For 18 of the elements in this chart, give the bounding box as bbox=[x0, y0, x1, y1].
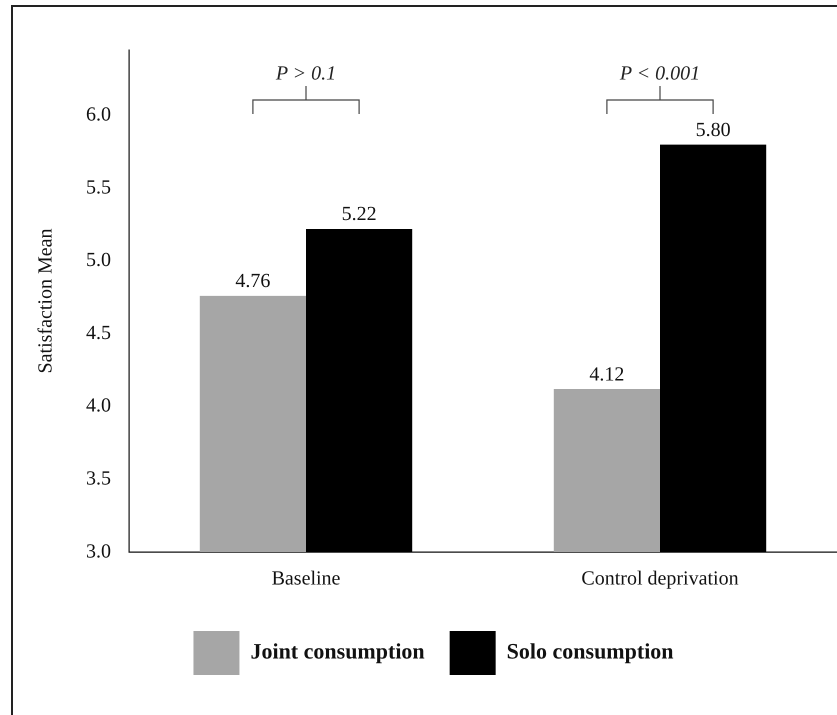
data-label: 5.22 bbox=[342, 203, 377, 226]
y-tick-label: 5.5 bbox=[86, 176, 111, 198]
x-tick-label: Control deprivation bbox=[581, 567, 739, 590]
y-tick-label: 3.5 bbox=[86, 467, 111, 490]
y-axis-title: Satisfaction Mean bbox=[34, 228, 56, 374]
data-label: 4.76 bbox=[235, 270, 270, 292]
x-tick-label: Baseline bbox=[272, 567, 341, 590]
y-tick-label: 4.5 bbox=[86, 322, 111, 344]
data-label: 5.80 bbox=[696, 118, 731, 141]
data-label: 4.12 bbox=[589, 363, 624, 386]
y-tick-label: 4.0 bbox=[86, 394, 111, 417]
annotation: P < 0.001 bbox=[618, 62, 700, 84]
legend-label: Solo consumption bbox=[506, 638, 674, 664]
annotation: P > 0.1 bbox=[274, 62, 336, 84]
legend-label: Joint consumption bbox=[250, 638, 425, 664]
y-tick-label: 6.0 bbox=[86, 104, 111, 126]
y-tick-label: 5.0 bbox=[86, 249, 111, 272]
y-tick-label: 3.0 bbox=[86, 540, 111, 562]
